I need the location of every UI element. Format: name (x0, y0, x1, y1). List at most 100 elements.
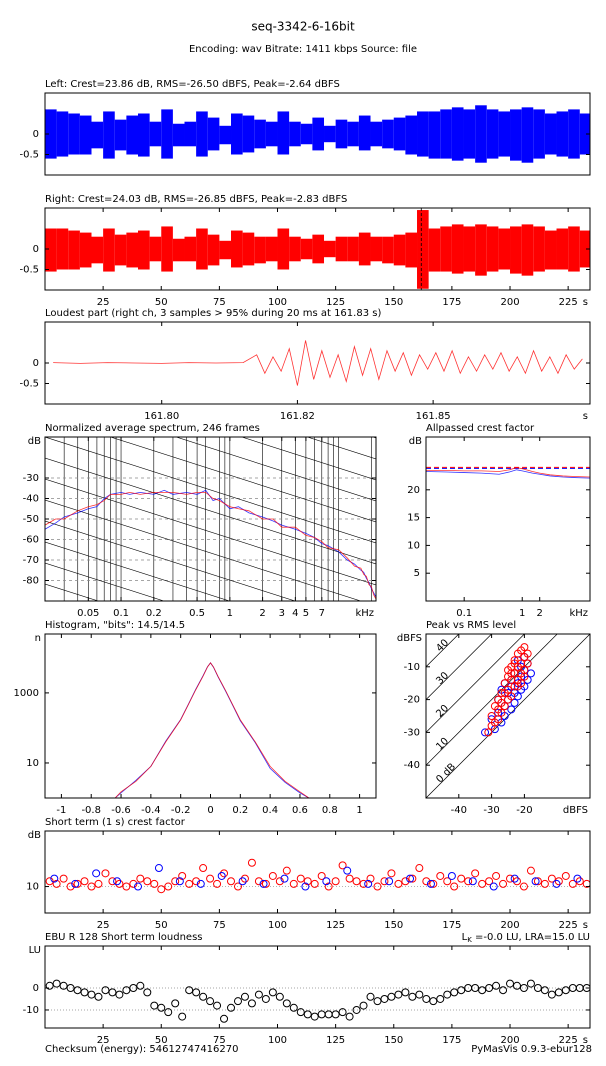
waveform-envelope (417, 210, 429, 289)
scatter-point (513, 692, 522, 701)
scatter-point (220, 1014, 229, 1023)
scatter-point (450, 882, 459, 891)
y-tick-label: -30 (23, 473, 39, 484)
scatter-point (485, 877, 494, 886)
y-tick-label: -40 (23, 494, 39, 505)
x-tick-label: 0.05 (77, 608, 99, 619)
x-tick-label: 225 (559, 1035, 578, 1046)
y-tick-label: 10 (26, 758, 39, 769)
waveform-envelope (91, 121, 104, 149)
x-tick-label: 150 (384, 920, 403, 931)
panel-title: Allpassed crest factor (426, 423, 535, 434)
axes-frame (425, 436, 591, 602)
scatter-point (296, 1008, 305, 1017)
scatter-point (533, 983, 542, 992)
scatter-point (247, 858, 256, 867)
x-tick-label: -1 (56, 805, 66, 816)
scatter-point (115, 990, 124, 999)
annotation: LK =-0.0 LU, LRA=15.0 LU (462, 932, 590, 944)
x-tick-label: 0 (207, 805, 213, 816)
scatter-point (533, 877, 542, 886)
diagonal-guide (45, 478, 376, 586)
scatter-point (507, 705, 516, 714)
axes-frame (425, 633, 591, 799)
diagonal-guide (45, 541, 231, 601)
waveform-envelope (242, 232, 255, 266)
scatter-point (510, 698, 519, 707)
scatter-point (552, 879, 561, 888)
waveform-envelope (114, 234, 127, 266)
scatter-point (275, 992, 284, 1001)
x-tick-label: 75 (213, 297, 226, 308)
y-tick-label: 5 (414, 568, 420, 579)
x-tick-label: 50 (155, 920, 168, 931)
scatter-point (338, 1008, 347, 1017)
scatter-point (575, 877, 584, 886)
waveform-envelope (207, 234, 220, 266)
waveform-envelope (45, 109, 57, 159)
scatter-point (185, 879, 194, 888)
scatter-point (80, 988, 89, 997)
x-unit: kHz (569, 608, 588, 619)
x-tick-label: 4 (292, 608, 298, 619)
waveform-envelope (324, 240, 336, 258)
scatter-point (254, 990, 263, 999)
waveform-envelope (475, 105, 487, 163)
panel-title: Loudest part (right ch, 3 samples > 95% … (45, 308, 381, 319)
scatter-point (520, 643, 529, 652)
scatter-point (471, 983, 480, 992)
x-tick-label: 161.85 (416, 411, 451, 422)
scatter-point (164, 882, 173, 891)
scatter-point (373, 997, 382, 1006)
x-tick-label: 1 (356, 805, 362, 816)
scatter-point (136, 874, 145, 883)
scatter-point (227, 1003, 236, 1012)
scatter-point (517, 679, 526, 688)
waveform-envelope (393, 117, 406, 151)
waveform-envelope (382, 119, 394, 149)
x-tick-label: 0.8 (322, 805, 338, 816)
waveform-envelope (568, 109, 580, 159)
waveform-envelope (289, 121, 301, 147)
waveform-envelope (126, 115, 139, 155)
waveform-envelope (103, 228, 115, 272)
scatter-point (484, 728, 493, 737)
scatter-point (471, 869, 480, 878)
waveform-envelope (184, 236, 197, 262)
waveform-envelope (428, 111, 441, 159)
scatter-point (101, 986, 110, 995)
waveform-envelope (510, 226, 522, 274)
scatter-point (303, 877, 312, 886)
waveform-envelope (68, 113, 80, 155)
scatter-point (73, 879, 82, 888)
x-tick-label: 75 (213, 920, 226, 931)
scatter-point (575, 983, 584, 992)
y-tick-label: -10 (23, 1005, 39, 1016)
scatter-point (324, 1010, 333, 1019)
scatter-point (394, 990, 403, 999)
scatter-point (406, 874, 415, 883)
x-tick-label: 2 (537, 608, 543, 619)
scatter-point (185, 986, 194, 995)
y-tick-label: 10 (26, 882, 39, 893)
scatter-point (582, 879, 590, 888)
y-unit: dB (28, 436, 41, 447)
scatter-point (289, 1003, 298, 1012)
scatter-point (359, 879, 368, 888)
waveform-envelope (533, 226, 545, 272)
waveform-envelope (463, 109, 476, 159)
scatter-point (240, 992, 249, 1001)
waveform-envelope (231, 230, 243, 268)
scatter-point (45, 877, 54, 886)
scatter-point (415, 990, 424, 999)
x-tick-label: 5 (303, 608, 309, 619)
waveform-envelope (103, 111, 115, 159)
scatter-point (178, 1012, 187, 1021)
diagonal-guide (45, 499, 362, 601)
y-unit: dB (28, 830, 41, 841)
scatter-point (324, 882, 333, 891)
scatter-point (310, 1012, 319, 1021)
crest-line (426, 634, 460, 668)
waveform-envelope (533, 109, 545, 159)
